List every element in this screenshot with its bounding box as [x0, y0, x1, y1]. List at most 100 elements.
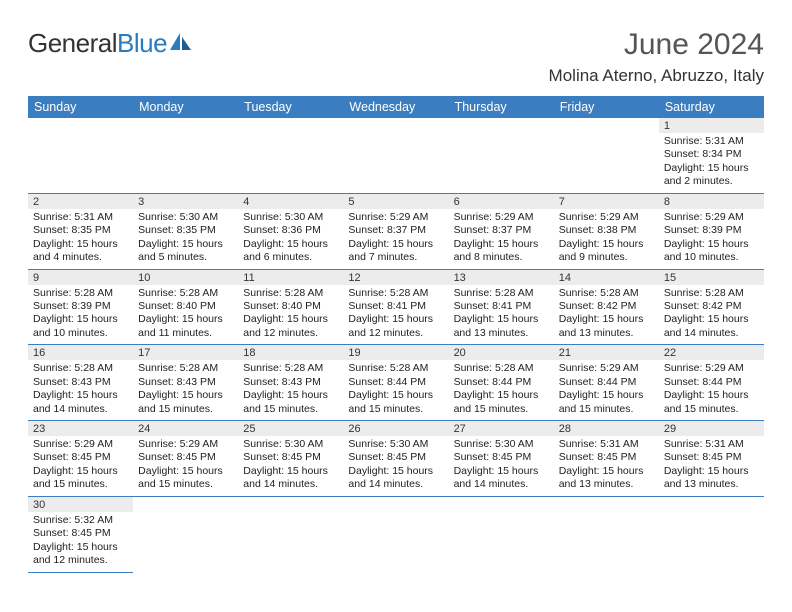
brand-logo: GeneralBlue	[28, 28, 193, 59]
day-number-cell: 7	[554, 193, 659, 209]
day-number-cell: 21	[554, 345, 659, 361]
day-number-cell	[449, 496, 554, 512]
day-data-cell: Sunrise: 5:30 AMSunset: 8:45 PMDaylight:…	[343, 436, 448, 496]
day-data-cell: Sunrise: 5:28 AMSunset: 8:39 PMDaylight:…	[28, 285, 133, 345]
day-number-cell: 17	[133, 345, 238, 361]
day-number-cell: 1	[659, 118, 764, 133]
sunrise-text: Sunrise: 5:28 AM	[138, 362, 233, 375]
day-data-cell: Sunrise: 5:28 AMSunset: 8:40 PMDaylight:…	[238, 285, 343, 345]
daylight-text: Daylight: 15 hours and 11 minutes.	[138, 313, 233, 340]
daylight-text: Daylight: 15 hours and 15 minutes.	[243, 389, 338, 416]
sunrise-text: Sunrise: 5:28 AM	[243, 362, 338, 375]
sunset-text: Sunset: 8:42 PM	[664, 300, 759, 313]
sunset-text: Sunset: 8:45 PM	[33, 451, 128, 464]
day-number-cell	[238, 118, 343, 133]
day-data-cell: Sunrise: 5:31 AMSunset: 8:45 PMDaylight:…	[554, 436, 659, 496]
sunset-text: Sunset: 8:38 PM	[559, 224, 654, 237]
day-data-cell: Sunrise: 5:31 AMSunset: 8:35 PMDaylight:…	[28, 209, 133, 269]
day-data-cell	[133, 133, 238, 193]
day-number-cell	[343, 118, 448, 133]
sunset-text: Sunset: 8:45 PM	[348, 451, 443, 464]
day-number-cell	[238, 496, 343, 512]
sunset-text: Sunset: 8:45 PM	[454, 451, 549, 464]
daylight-text: Daylight: 15 hours and 14 minutes.	[664, 313, 759, 340]
calendar-table: SundayMondayTuesdayWednesdayThursdayFrid…	[28, 96, 764, 573]
day-data-cell: Sunrise: 5:30 AMSunset: 8:36 PMDaylight:…	[238, 209, 343, 269]
brand-name-part1: General	[28, 28, 117, 59]
daylight-text: Daylight: 15 hours and 15 minutes.	[454, 389, 549, 416]
sunset-text: Sunset: 8:40 PM	[138, 300, 233, 313]
sunrise-text: Sunrise: 5:28 AM	[33, 287, 128, 300]
daylight-text: Daylight: 15 hours and 14 minutes.	[33, 389, 128, 416]
day-data-cell: Sunrise: 5:28 AMSunset: 8:44 PMDaylight:…	[449, 360, 554, 420]
day-data-cell	[343, 512, 448, 572]
sunrise-text: Sunrise: 5:28 AM	[243, 287, 338, 300]
daynum-row: 1	[28, 118, 764, 133]
sunset-text: Sunset: 8:34 PM	[664, 148, 759, 161]
weekday-header: Wednesday	[343, 96, 448, 118]
daylight-text: Daylight: 15 hours and 12 minutes.	[348, 313, 443, 340]
day-number-cell: 6	[449, 193, 554, 209]
day-number-cell: 13	[449, 269, 554, 285]
daylight-text: Daylight: 15 hours and 15 minutes.	[33, 465, 128, 492]
sunset-text: Sunset: 8:43 PM	[243, 376, 338, 389]
sunset-text: Sunset: 8:40 PM	[243, 300, 338, 313]
sunset-text: Sunset: 8:44 PM	[454, 376, 549, 389]
day-data-cell: Sunrise: 5:30 AMSunset: 8:35 PMDaylight:…	[133, 209, 238, 269]
sunrise-text: Sunrise: 5:30 AM	[243, 438, 338, 451]
daylight-text: Daylight: 15 hours and 9 minutes.	[559, 238, 654, 265]
sunset-text: Sunset: 8:45 PM	[559, 451, 654, 464]
sunset-text: Sunset: 8:45 PM	[664, 451, 759, 464]
daylight-text: Daylight: 15 hours and 14 minutes.	[348, 465, 443, 492]
daylight-text: Daylight: 15 hours and 13 minutes.	[559, 313, 654, 340]
daylight-text: Daylight: 15 hours and 10 minutes.	[664, 238, 759, 265]
sunrise-text: Sunrise: 5:29 AM	[454, 211, 549, 224]
daynum-row: 23242526272829	[28, 421, 764, 437]
sunrise-text: Sunrise: 5:31 AM	[664, 438, 759, 451]
sunrise-text: Sunrise: 5:29 AM	[664, 211, 759, 224]
sunset-text: Sunset: 8:39 PM	[33, 300, 128, 313]
day-number-cell: 3	[133, 193, 238, 209]
day-number-cell	[28, 118, 133, 133]
day-data-cell: Sunrise: 5:31 AMSunset: 8:34 PMDaylight:…	[659, 133, 764, 193]
sunset-text: Sunset: 8:45 PM	[138, 451, 233, 464]
day-data-cell	[449, 512, 554, 572]
day-number-cell: 24	[133, 421, 238, 437]
sunset-text: Sunset: 8:36 PM	[243, 224, 338, 237]
data-row: Sunrise: 5:31 AMSunset: 8:34 PMDaylight:…	[28, 133, 764, 193]
day-data-cell	[238, 512, 343, 572]
daylight-text: Daylight: 15 hours and 15 minutes.	[664, 389, 759, 416]
day-data-cell: Sunrise: 5:28 AMSunset: 8:42 PMDaylight:…	[659, 285, 764, 345]
day-data-cell: Sunrise: 5:29 AMSunset: 8:38 PMDaylight:…	[554, 209, 659, 269]
daylight-text: Daylight: 15 hours and 13 minutes.	[454, 313, 549, 340]
day-data-cell	[133, 512, 238, 572]
day-data-cell	[238, 133, 343, 193]
day-data-cell: Sunrise: 5:29 AMSunset: 8:39 PMDaylight:…	[659, 209, 764, 269]
day-number-cell: 11	[238, 269, 343, 285]
sunset-text: Sunset: 8:37 PM	[454, 224, 549, 237]
day-number-cell	[343, 496, 448, 512]
weekday-header: Friday	[554, 96, 659, 118]
day-number-cell: 14	[554, 269, 659, 285]
day-data-cell: Sunrise: 5:28 AMSunset: 8:40 PMDaylight:…	[133, 285, 238, 345]
day-number-cell: 22	[659, 345, 764, 361]
day-data-cell: Sunrise: 5:29 AMSunset: 8:37 PMDaylight:…	[449, 209, 554, 269]
sunrise-text: Sunrise: 5:28 AM	[348, 287, 443, 300]
sunrise-text: Sunrise: 5:31 AM	[664, 135, 759, 148]
day-data-cell: Sunrise: 5:31 AMSunset: 8:45 PMDaylight:…	[659, 436, 764, 496]
day-number-cell: 16	[28, 345, 133, 361]
daylight-text: Daylight: 15 hours and 15 minutes.	[138, 465, 233, 492]
weekday-header: Sunday	[28, 96, 133, 118]
day-data-cell: Sunrise: 5:30 AMSunset: 8:45 PMDaylight:…	[449, 436, 554, 496]
sunrise-text: Sunrise: 5:29 AM	[559, 362, 654, 375]
sunset-text: Sunset: 8:43 PM	[33, 376, 128, 389]
weekday-header: Tuesday	[238, 96, 343, 118]
weekday-header: Thursday	[449, 96, 554, 118]
day-data-cell	[659, 512, 764, 572]
day-number-cell: 2	[28, 193, 133, 209]
sunset-text: Sunset: 8:45 PM	[243, 451, 338, 464]
day-data-cell: Sunrise: 5:28 AMSunset: 8:44 PMDaylight:…	[343, 360, 448, 420]
day-data-cell: Sunrise: 5:28 AMSunset: 8:41 PMDaylight:…	[449, 285, 554, 345]
daylight-text: Daylight: 15 hours and 15 minutes.	[348, 389, 443, 416]
day-number-cell: 30	[28, 496, 133, 512]
